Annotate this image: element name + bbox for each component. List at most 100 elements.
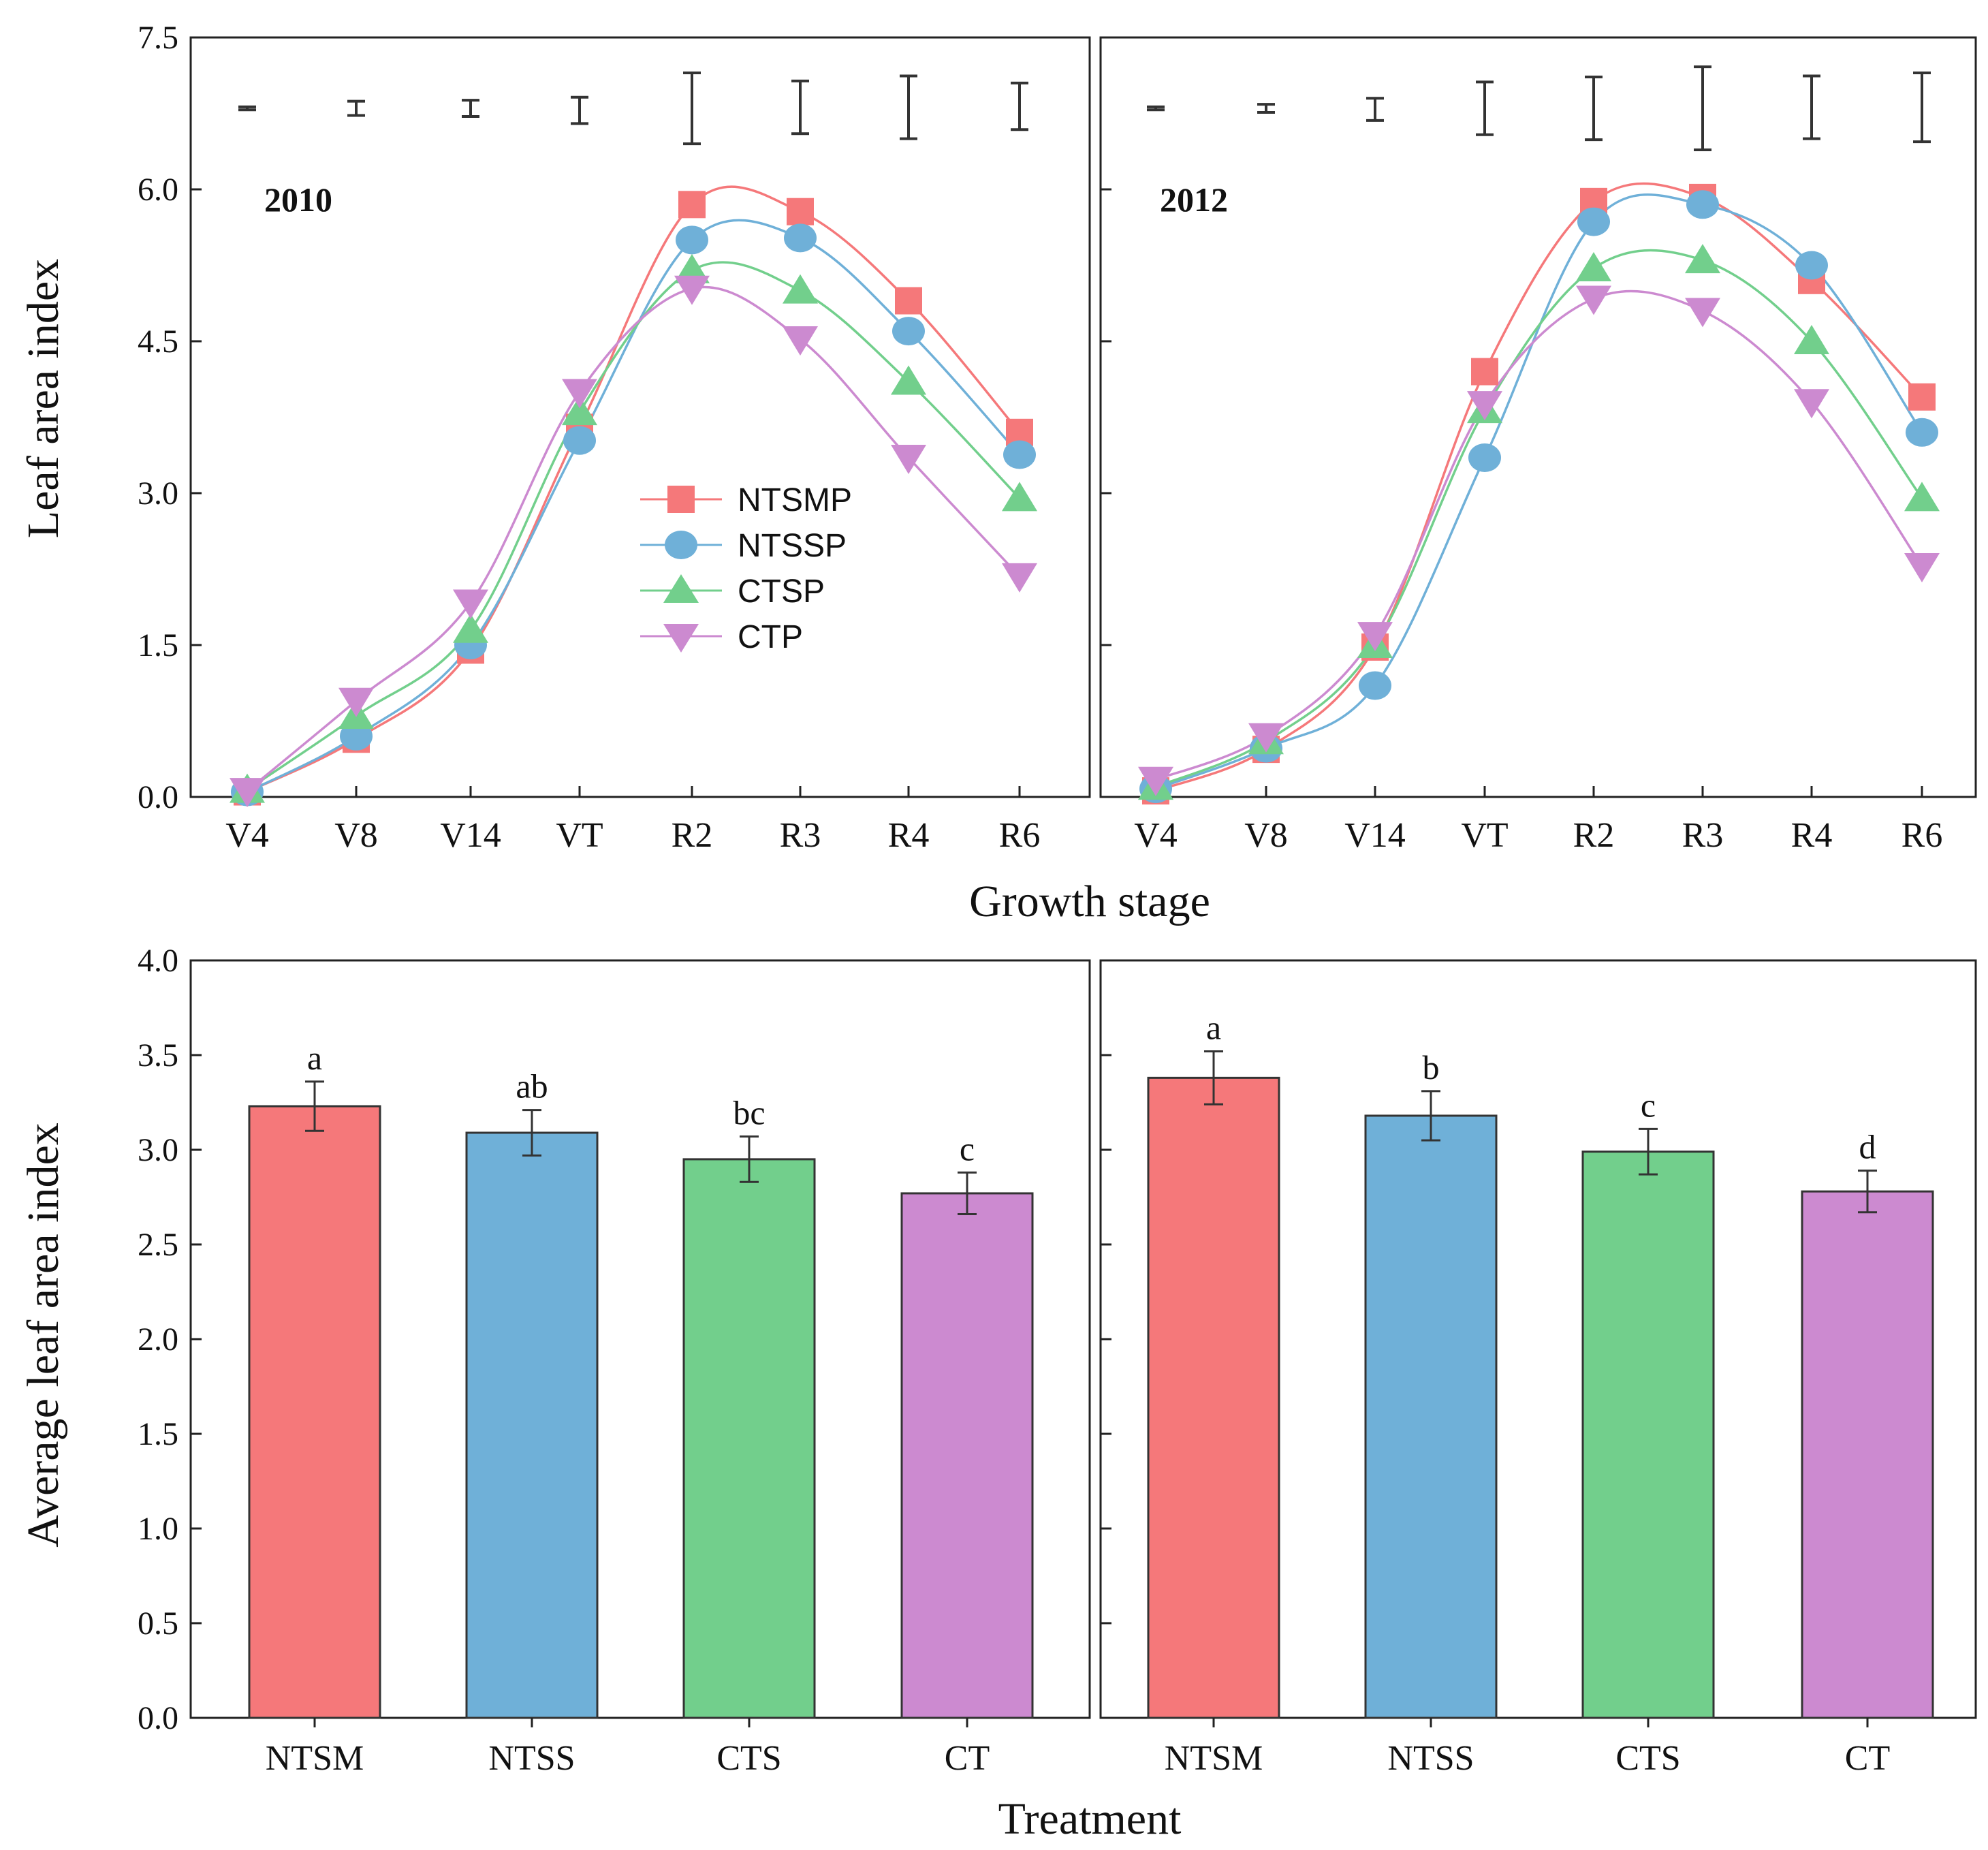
data-point-circle <box>1686 190 1719 219</box>
data-point-triangle-down <box>783 326 818 356</box>
x-tick-label-stage: V4 <box>1134 816 1178 855</box>
x-tick-label-stage: VT <box>556 816 603 855</box>
bar-ct <box>1801 1190 1934 1719</box>
top-right-frame <box>1099 36 1977 798</box>
significance-letter: bc <box>733 1094 765 1132</box>
legend-item-ntssp: NTSSP <box>640 528 847 564</box>
x-tick-label-treatment: CTS <box>1615 1739 1680 1778</box>
x-tick-label-stage: R6 <box>1902 816 1943 855</box>
plot-layer: 0.0 1.5 3.0 4.5 6.0 7.5 0.0 0.5 1.0 1.5 2.0 2.5 3.0 3… <box>138 20 1942 1778</box>
legend-marker-triangle-down <box>663 624 699 653</box>
significance-letter: b <box>1423 1048 1440 1086</box>
series-line-ntssp <box>247 219 1021 794</box>
data-point-triangle-down <box>1138 766 1173 796</box>
data-point-triangle-up <box>891 365 926 395</box>
x-tick-label-treatment: NTSM <box>1165 1739 1263 1778</box>
y-tick-label-bottom: 2.0 <box>138 1321 178 1358</box>
legend-item-ctp: CTP <box>640 619 803 655</box>
bar-cts <box>682 1158 816 1719</box>
legend: NTSMP NTSSP CTSP CTP <box>640 482 852 655</box>
x-tick-label-treatment: CTS <box>716 1739 781 1778</box>
x-tick-label-treatment: NTSM <box>266 1739 364 1778</box>
data-point-triangle-down <box>1248 723 1284 753</box>
data-point-triangle-down <box>338 687 374 717</box>
series-line-ntsmp <box>247 185 1021 794</box>
y-tick-label-bottom: 4.0 <box>138 943 178 979</box>
legend-marker-circle <box>665 531 697 559</box>
data-point-triangle-up <box>1904 482 1940 512</box>
data-point-triangle-down <box>1467 391 1502 421</box>
data-point-circle <box>676 225 708 255</box>
data-point-triangle-up <box>1002 482 1037 512</box>
bar-ntsm <box>248 1105 381 1719</box>
data-point-circle <box>892 317 925 346</box>
legend-label-ctsp: CTSP <box>738 574 825 610</box>
y-tick-label-top: 4.5 <box>138 324 178 360</box>
y-tick-label-top: 3.0 <box>138 475 178 512</box>
x-tick-label-stage: V8 <box>334 816 378 855</box>
x-tick-label-stage: R3 <box>780 816 821 855</box>
significance-letter: d <box>1859 1128 1876 1166</box>
top-y-axis-title: Leaf area index <box>18 259 68 538</box>
data-point-circle <box>1577 207 1610 236</box>
significance-letter: ab <box>516 1067 548 1106</box>
series-line-ctsp <box>247 261 1021 791</box>
y-tick-label-bottom: 0.5 <box>138 1605 178 1642</box>
data-point-triangle-up <box>1685 244 1720 274</box>
data-point-circle <box>1468 443 1501 472</box>
data-point-triangle-down <box>1576 285 1611 315</box>
x-tick-label-treatment: NTSS <box>488 1739 575 1778</box>
series-line-ctp <box>1155 289 1923 781</box>
x-tick-label-stage: V8 <box>1244 816 1288 855</box>
legend-marker-triangle-up <box>663 574 699 603</box>
bar-ntss <box>465 1131 599 1719</box>
x-tick-label-stage: R4 <box>888 816 930 855</box>
y-tick-label-bottom: 1.0 <box>138 1511 178 1547</box>
data-point-triangle-down <box>1357 622 1393 652</box>
x-tick-label-stage: R4 <box>1791 816 1833 855</box>
bottom-x-axis-title: Treatment <box>998 1794 1182 1844</box>
y-tick-label-bottom: 2.5 <box>138 1227 178 1263</box>
y-tick-label-top: 0.0 <box>138 779 178 815</box>
bar-ct <box>900 1192 1034 1719</box>
legend-label-ctp: CTP <box>738 619 803 655</box>
data-point-circle <box>563 426 596 455</box>
data-point-circle <box>784 223 817 253</box>
y-tick-label-bottom: 0.0 <box>138 1700 178 1736</box>
data-point-square <box>787 198 814 225</box>
top-x-axis-title: Growth stage <box>969 877 1210 926</box>
data-point-square <box>678 191 706 219</box>
data-point-circle <box>1906 418 1938 447</box>
x-tick-label-stage: R6 <box>999 816 1041 855</box>
x-tick-label-stage: R2 <box>672 816 713 855</box>
data-point-triangle-up <box>453 613 488 643</box>
data-point-circle <box>1795 251 1828 280</box>
data-point-triangle-down <box>674 275 710 305</box>
data-point-triangle-down <box>1904 553 1940 583</box>
legend-item-ctsp: CTSP <box>640 574 825 610</box>
data-point-circle <box>1359 671 1391 700</box>
data-point-triangle-down <box>891 444 926 474</box>
legend-marker-square <box>667 486 695 513</box>
bar-ntss <box>1364 1114 1498 1719</box>
legend-label-ntsmp: NTSMP <box>738 482 852 518</box>
top-left-year-label: 2010 <box>264 181 332 219</box>
top-right-year-label: 2012 <box>1160 181 1228 219</box>
x-tick-label-stage: V14 <box>440 816 501 855</box>
x-tick-label-treatment: CT <box>945 1739 990 1778</box>
data-point-triangle-down <box>1794 389 1829 419</box>
x-tick-label-stage: R3 <box>1682 816 1724 855</box>
x-tick-label-treatment: NTSS <box>1387 1739 1474 1778</box>
legend-label-ntssp: NTSSP <box>738 528 847 564</box>
series-line-ntsmp <box>1155 182 1923 792</box>
data-point-square <box>1908 383 1936 411</box>
bar-ntsm <box>1147 1076 1280 1719</box>
data-point-triangle-down <box>1002 563 1037 593</box>
data-point-triangle-down <box>453 589 488 619</box>
x-tick-label-stage: V4 <box>225 816 269 855</box>
x-tick-label-stage: V14 <box>1344 816 1406 855</box>
x-tick-label-stage: VT <box>1461 816 1508 855</box>
data-point-triangle-down <box>1685 298 1720 328</box>
data-point-triangle-down <box>562 379 597 409</box>
